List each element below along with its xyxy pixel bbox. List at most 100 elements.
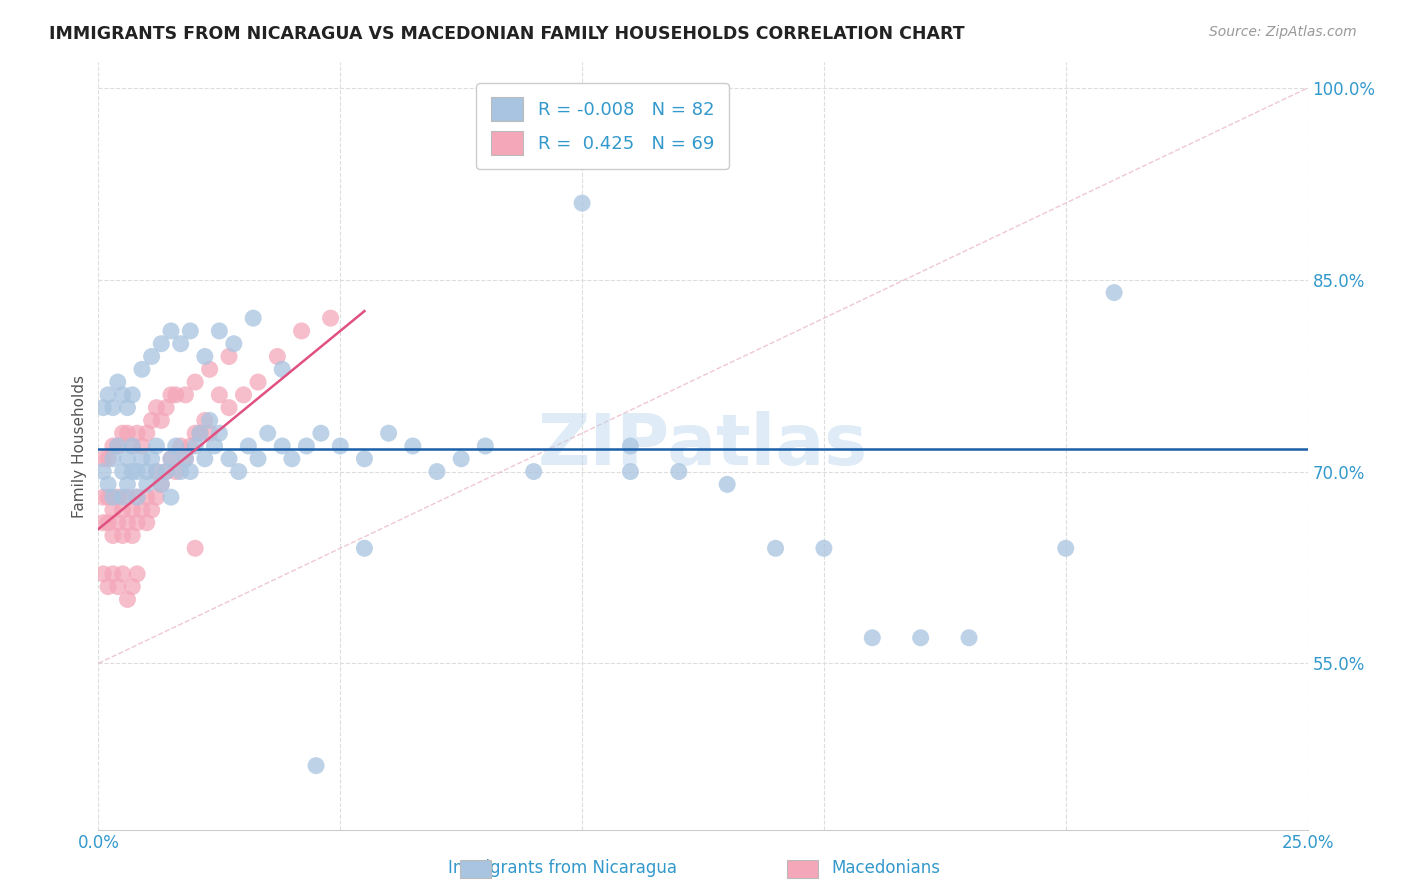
Point xyxy=(97,490,120,504)
Point xyxy=(194,451,217,466)
Point xyxy=(450,451,472,466)
Point xyxy=(135,516,157,530)
Point xyxy=(179,465,201,479)
Point xyxy=(111,528,134,542)
Point xyxy=(165,465,187,479)
Point xyxy=(716,477,738,491)
Point xyxy=(101,566,124,581)
Point xyxy=(281,451,304,466)
Point xyxy=(208,324,231,338)
Point xyxy=(204,439,226,453)
Point xyxy=(155,465,177,479)
Point xyxy=(160,324,183,338)
Point xyxy=(101,528,124,542)
Point xyxy=(1054,541,1077,556)
Point xyxy=(266,350,288,364)
Text: Source: ZipAtlas.com: Source: ZipAtlas.com xyxy=(1209,25,1357,39)
Point xyxy=(127,426,149,441)
Point xyxy=(121,580,143,594)
Point xyxy=(117,451,139,466)
Point xyxy=(165,439,187,453)
Point xyxy=(290,324,312,338)
Point xyxy=(377,426,399,441)
Point xyxy=(155,465,177,479)
Point xyxy=(91,516,114,530)
Point xyxy=(271,362,294,376)
Point xyxy=(238,439,260,453)
Text: Macedonians: Macedonians xyxy=(831,859,941,877)
Point xyxy=(194,350,217,364)
Point xyxy=(121,439,143,453)
Point xyxy=(910,631,932,645)
Point xyxy=(117,490,139,504)
Point xyxy=(218,451,240,466)
Point xyxy=(145,465,167,479)
Point xyxy=(188,426,211,441)
Point xyxy=(160,388,183,402)
Point xyxy=(160,451,183,466)
Point xyxy=(131,439,153,453)
Point xyxy=(97,388,120,402)
Point xyxy=(668,465,690,479)
Point xyxy=(117,592,139,607)
Point xyxy=(97,580,120,594)
Point xyxy=(131,362,153,376)
Point xyxy=(329,439,352,453)
Point xyxy=(247,375,270,389)
Point xyxy=(117,401,139,415)
Point xyxy=(135,465,157,479)
Point xyxy=(184,541,207,556)
Point xyxy=(101,401,124,415)
Point xyxy=(121,528,143,542)
Point xyxy=(474,439,496,453)
Point xyxy=(160,451,183,466)
Point xyxy=(117,477,139,491)
Point xyxy=(305,758,328,772)
Point xyxy=(111,490,134,504)
Point xyxy=(97,516,120,530)
Text: ZIPatlas: ZIPatlas xyxy=(538,411,868,481)
Point xyxy=(111,426,134,441)
Point xyxy=(97,477,120,491)
Point xyxy=(228,465,250,479)
Point xyxy=(619,439,641,453)
Legend: R = -0.008   N = 82, R =  0.425   N = 69: R = -0.008 N = 82, R = 0.425 N = 69 xyxy=(477,83,728,169)
Point xyxy=(111,566,134,581)
Point xyxy=(523,465,546,479)
Point xyxy=(184,439,207,453)
Point xyxy=(131,451,153,466)
Point xyxy=(121,503,143,517)
Point xyxy=(121,465,143,479)
Point xyxy=(174,388,197,402)
Point xyxy=(127,490,149,504)
Point xyxy=(860,631,883,645)
Point xyxy=(169,336,191,351)
Point xyxy=(174,451,197,466)
Point xyxy=(174,451,197,466)
Point xyxy=(247,451,270,466)
Point xyxy=(198,413,221,427)
Point xyxy=(117,516,139,530)
Point xyxy=(184,375,207,389)
Point xyxy=(127,516,149,530)
Text: Immigrants from Nicaragua: Immigrants from Nicaragua xyxy=(449,859,676,877)
Point xyxy=(232,388,254,402)
Point xyxy=(194,413,217,427)
Point xyxy=(402,439,425,453)
Point xyxy=(198,426,221,441)
Point xyxy=(101,503,124,517)
Point xyxy=(242,311,264,326)
Point xyxy=(127,566,149,581)
Point xyxy=(107,375,129,389)
Point xyxy=(150,413,173,427)
Point xyxy=(353,541,375,556)
Point xyxy=(222,336,245,351)
Point xyxy=(179,324,201,338)
Point xyxy=(165,388,187,402)
Point xyxy=(97,451,120,466)
Point xyxy=(208,388,231,402)
Point xyxy=(160,490,183,504)
Point xyxy=(131,503,153,517)
Point xyxy=(150,477,173,491)
Point xyxy=(188,426,211,441)
